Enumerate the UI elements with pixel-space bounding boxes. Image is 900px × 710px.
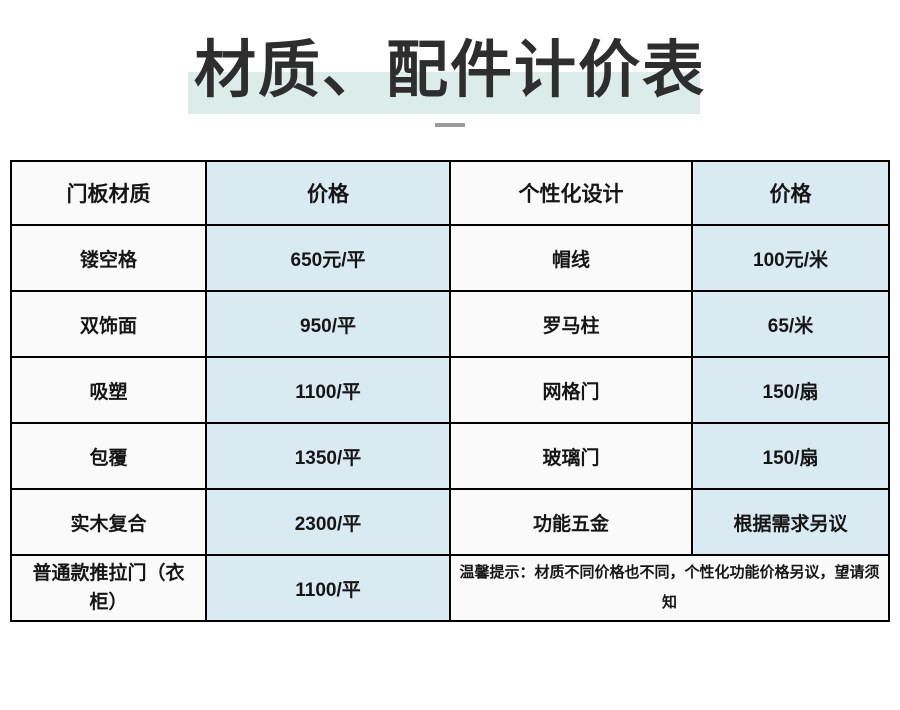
design-price-cell: 根据需求另议 [691,488,890,557]
design-cell: 功能五金 [449,488,693,557]
design-cell: 帽线 [449,224,693,293]
title-wrap: 材质、配件计价表 [187,34,706,115]
price-cell: 1350/平 [205,422,451,491]
price-cell: 1100/平 [205,356,451,425]
design-price-cell: 100元/米 [691,224,890,293]
table-row: 包覆 1350/平 玻璃门 150/扇 [10,422,890,491]
material-cell: 包覆 [10,422,207,491]
design-price-cell: 65/米 [691,290,890,359]
table-row: 双饰面 950/平 罗马柱 65/米 [10,290,890,359]
title-highlight [187,72,700,115]
header-price: 价格 [205,160,451,227]
header-design: 个性化设计 [449,160,693,227]
table-header-row: 门板材质 价格 个性化设计 价格 [10,160,890,227]
price-cell: 2300/平 [205,488,451,557]
design-cell: 玻璃门 [449,422,693,491]
material-cell: 普通款推拉门（衣柜） [10,554,207,623]
price-cell: 950/平 [205,290,451,359]
material-cell: 实木复合 [10,488,207,557]
material-cell: 镂空格 [10,224,207,293]
table-row: 普通款推拉门（衣柜） 1100/平 温馨提示：材质不同价格也不同，个性化功能价格… [10,554,890,623]
title-dash-divider [435,123,465,128]
page-header: 材质、配件计价表 [0,0,900,128]
design-cell: 罗马柱 [449,290,693,359]
page-title: 材质、配件计价表 [193,36,706,105]
material-cell: 双饰面 [10,290,207,359]
header-material: 门板材质 [10,160,207,227]
table-row: 吸塑 1100/平 网格门 150/扇 [10,356,890,425]
price-cell: 650元/平 [205,224,451,293]
design-cell: 网格门 [449,356,693,425]
header-design-price: 价格 [691,160,890,227]
price-table: 门板材质 价格 个性化设计 价格 镂空格 650元/平 帽线 100元/米 双饰… [10,160,890,623]
table-row: 镂空格 650元/平 帽线 100元/米 [10,224,890,293]
design-price-cell: 150/扇 [691,422,890,491]
price-cell: 1100/平 [205,554,451,623]
material-cell: 吸塑 [10,356,207,425]
table-row: 实木复合 2300/平 功能五金 根据需求另议 [10,488,890,557]
design-price-cell: 150/扇 [691,356,890,425]
note-cell: 温馨提示：材质不同价格也不同，个性化功能价格另议，望请须知 [449,554,890,623]
